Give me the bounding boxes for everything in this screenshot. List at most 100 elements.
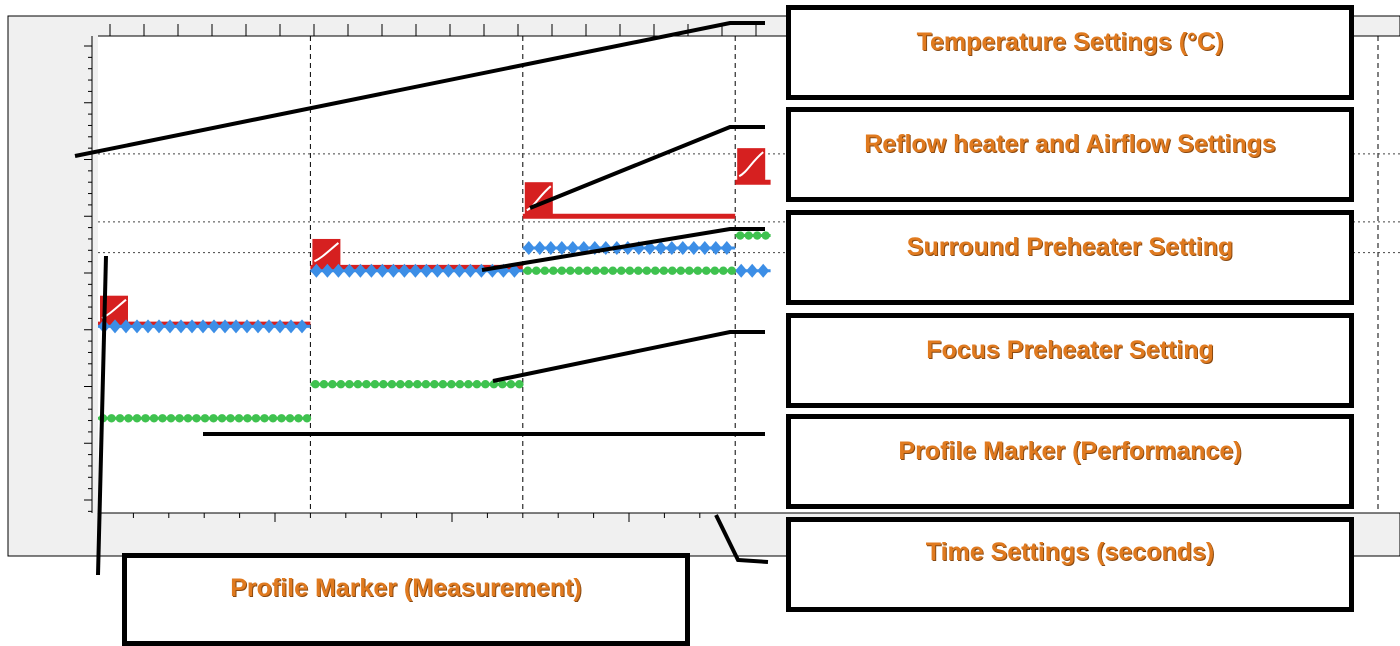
surround-point-marker bbox=[230, 319, 242, 334]
surround-point-marker bbox=[252, 319, 264, 334]
focus-point-marker bbox=[430, 380, 439, 389]
focus-point-marker bbox=[727, 266, 736, 275]
surround-point-marker bbox=[508, 263, 521, 278]
focus-point-marker bbox=[370, 380, 380, 389]
callout-focus-preheater: Focus Preheater Setting bbox=[786, 313, 1354, 408]
surround-point-marker bbox=[442, 263, 455, 278]
surround-point-marker bbox=[219, 319, 231, 334]
focus-point-marker bbox=[379, 380, 388, 389]
focus-point-marker bbox=[277, 414, 286, 423]
focus-point-marker bbox=[285, 414, 295, 423]
focus-point-marker bbox=[455, 380, 465, 389]
leader-reflow-settings bbox=[529, 125, 765, 210]
surround-point-marker bbox=[365, 263, 378, 278]
surround-point-marker bbox=[285, 319, 297, 334]
focus-point-marker bbox=[226, 414, 235, 423]
focus-point-marker bbox=[642, 266, 651, 275]
focus-point-marker bbox=[600, 266, 609, 275]
callout-time-settings-label: Time Settings (seconds) bbox=[925, 538, 1215, 566]
focus-point-marker bbox=[651, 266, 660, 275]
surround-point-marker bbox=[654, 241, 667, 256]
surround-point-marker bbox=[533, 241, 546, 256]
callout-reflow-airflow-settings: Reflow heater and Airflow Settings bbox=[786, 107, 1354, 202]
focus-point-marker bbox=[421, 380, 431, 389]
leader-temperature-settings bbox=[74, 21, 765, 158]
focus-point-marker bbox=[685, 266, 694, 275]
focus-point-marker bbox=[506, 380, 516, 389]
focus-point-marker bbox=[481, 380, 490, 389]
focus-point-marker bbox=[251, 414, 261, 423]
focus-point-marker bbox=[311, 380, 320, 389]
surround-point-marker bbox=[208, 319, 220, 334]
focus-point-marker bbox=[498, 380, 507, 389]
focus-point-marker bbox=[447, 380, 456, 389]
surround-point-marker bbox=[555, 241, 568, 256]
surround-point-marker bbox=[153, 319, 165, 334]
callout-temperature-settings: Temperature Settings (°C) bbox=[786, 5, 1354, 100]
focus-point-marker bbox=[668, 266, 677, 275]
focus-point-marker bbox=[608, 266, 617, 275]
reflow-ramp-curve bbox=[738, 151, 764, 178]
surround-point-marker bbox=[175, 319, 187, 334]
focus-point-marker bbox=[268, 414, 278, 423]
callout-profile-marker-measurement: Profile Marker (Measurement) bbox=[122, 553, 690, 646]
focus-point-marker bbox=[115, 414, 125, 423]
focus-point-marker bbox=[328, 380, 337, 389]
focus-point-marker bbox=[404, 380, 414, 389]
focus-point-marker bbox=[362, 380, 371, 389]
focus-point-marker bbox=[124, 414, 133, 423]
callout-leader-lines bbox=[74, 21, 769, 576]
surround-point-marker bbox=[296, 319, 308, 334]
focus-point-marker bbox=[634, 266, 643, 275]
focus-point-marker bbox=[175, 414, 184, 423]
focus-point-marker bbox=[149, 414, 159, 423]
focus-point-marker bbox=[532, 266, 541, 275]
focus-point-marker bbox=[693, 266, 702, 275]
focus-point-marker bbox=[413, 380, 422, 389]
surround-point-marker bbox=[321, 263, 334, 278]
surround-point-marker bbox=[387, 263, 400, 278]
surround-point-marker bbox=[109, 319, 121, 334]
focus-point-marker bbox=[158, 414, 167, 423]
focus-point-marker bbox=[464, 380, 473, 389]
focus-point-marker bbox=[617, 266, 626, 275]
focus-point-marker bbox=[209, 414, 218, 423]
surround-point-marker bbox=[142, 319, 154, 334]
callout-profile-marker-performance-label: Profile Marker (Performance) bbox=[898, 437, 1242, 465]
surround-point-marker bbox=[409, 263, 422, 278]
focus-point-marker bbox=[753, 231, 762, 240]
leader-focus-preheater bbox=[492, 330, 765, 383]
callout-profile-marker-measurement-label: Profile Marker (Measurement) bbox=[230, 574, 582, 602]
focus-point-marker bbox=[192, 414, 201, 423]
callout-focus-preheater-label: Focus Preheater Setting bbox=[926, 336, 1214, 364]
focus-point-marker bbox=[217, 414, 227, 423]
surround-point-marker bbox=[757, 263, 770, 278]
surround-point-marker bbox=[676, 241, 689, 256]
focus-point-marker bbox=[107, 414, 116, 423]
surround-point-marker bbox=[665, 241, 678, 256]
callout-time-settings: Time Settings (seconds) bbox=[786, 517, 1354, 612]
focus-point-marker bbox=[141, 414, 150, 423]
focus-point-marker bbox=[549, 266, 558, 275]
surround-point-marker bbox=[263, 319, 275, 334]
leader-profile-marker-measurement bbox=[96, 255, 108, 576]
focus-point-marker bbox=[438, 380, 448, 389]
surround-point-marker bbox=[197, 319, 209, 334]
focus-point-marker bbox=[719, 266, 728, 275]
focus-point-marker bbox=[345, 380, 354, 389]
surround-point-marker bbox=[698, 241, 711, 256]
surround-point-marker bbox=[475, 263, 488, 278]
focus-point-marker bbox=[566, 266, 575, 275]
surround-point-marker bbox=[544, 241, 557, 256]
focus-point-marker bbox=[302, 414, 312, 423]
focus-point-marker bbox=[260, 414, 269, 423]
focus-point-marker bbox=[523, 266, 532, 275]
leader-surround-preheater bbox=[481, 227, 765, 272]
focus-point-marker bbox=[540, 266, 549, 275]
focus-point-marker bbox=[200, 414, 210, 423]
surround-point-marker bbox=[354, 263, 367, 278]
surround-point-marker bbox=[420, 263, 433, 278]
callout-profile-marker-performance: Profile Marker (Performance) bbox=[786, 414, 1354, 509]
surround-point-marker bbox=[746, 263, 759, 278]
focus-point-marker bbox=[396, 380, 405, 389]
